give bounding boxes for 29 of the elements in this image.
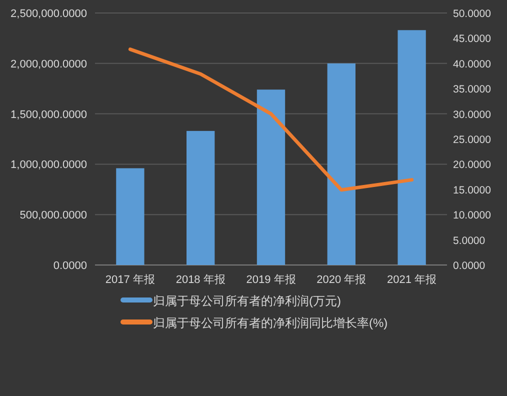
y2-tick-label: 0.0000: [453, 260, 486, 272]
x-tick-label: 2020 年报: [316, 274, 366, 286]
y-tick-label: 500,000.0000: [20, 210, 87, 222]
x-tick-label: 2019 年报: [246, 274, 296, 286]
y2-tick-label: 30.0000: [453, 108, 492, 121]
y-tick-label: 1,000,000.0000: [10, 159, 87, 172]
y-tick-label: 2,000,000.0000: [10, 58, 87, 70]
legend-label: 归属于母公司所有者的净利润(万元): [153, 294, 341, 308]
y-tick-label: 0.0000: [53, 260, 87, 272]
bar: [327, 63, 356, 265]
bar: [186, 130, 215, 265]
x-tick-label: 2018 年报: [176, 274, 226, 286]
bar: [116, 168, 144, 265]
y2-tick-label: 25.0000: [453, 134, 492, 146]
y2-tick-label: 45.0000: [453, 33, 492, 46]
bar: [256, 90, 286, 265]
y2-tick-label: 35.0000: [453, 84, 492, 96]
x-tick-label: 2017 年报: [105, 274, 155, 286]
x-tick-label: 2021 年报: [387, 274, 437, 286]
y2-tick-label: 40.0000: [453, 58, 492, 70]
legend-label: 归属于母公司所有者的净利润同比增长率(%): [153, 316, 388, 330]
y-tick-label: 2,500,000.0000: [10, 8, 87, 20]
y2-tick-label: 15.0000: [453, 184, 492, 196]
bar: [398, 30, 426, 265]
y2-tick-label: 10.0000: [453, 210, 492, 222]
y-tick-label: 1,500,000.0000: [10, 108, 87, 121]
y2-tick-label: 50.0000: [453, 8, 492, 20]
y2-tick-label: 5.0000: [453, 234, 486, 247]
y2-tick-label: 20.0000: [453, 159, 492, 172]
